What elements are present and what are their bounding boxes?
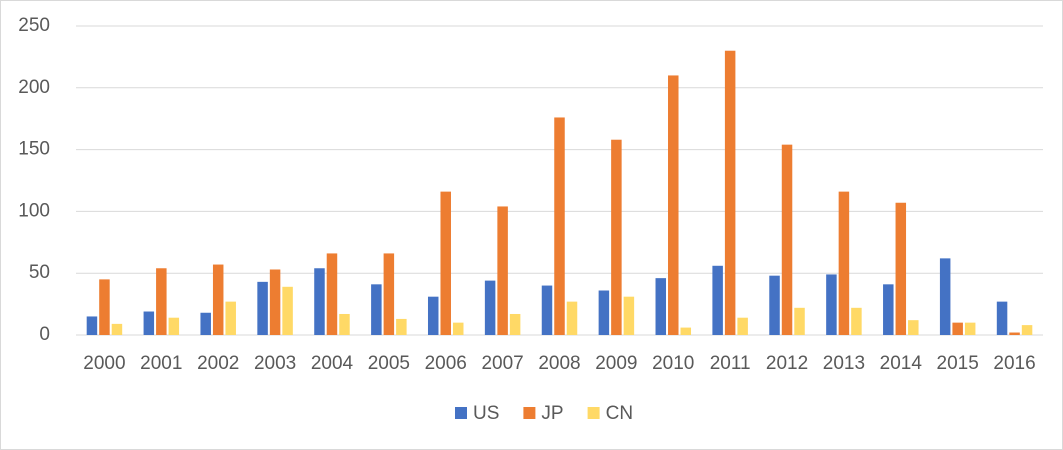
x-tick-label: 2002 bbox=[197, 353, 239, 374]
x-tick-label: 2008 bbox=[538, 353, 580, 374]
bar bbox=[326, 253, 338, 335]
x-tick-label: 2012 bbox=[766, 353, 808, 374]
bar bbox=[509, 313, 521, 335]
bar bbox=[99, 279, 110, 335]
bar bbox=[143, 311, 155, 335]
bar bbox=[484, 280, 496, 335]
legend-swatch bbox=[587, 407, 600, 419]
bar bbox=[86, 316, 98, 335]
bar bbox=[339, 313, 350, 335]
bar bbox=[257, 281, 268, 335]
legend-label: CN bbox=[606, 403, 633, 424]
bar bbox=[737, 317, 748, 335]
bar bbox=[554, 117, 565, 336]
bar bbox=[396, 318, 407, 335]
x-tick-label: 2009 bbox=[595, 353, 637, 374]
bar bbox=[883, 284, 894, 335]
x-tick-label: 2006 bbox=[425, 353, 467, 374]
bar bbox=[111, 323, 123, 335]
bar bbox=[611, 139, 622, 335]
x-tick-label: 2015 bbox=[937, 353, 979, 374]
bar bbox=[851, 307, 862, 335]
legend-swatch bbox=[455, 407, 467, 419]
y-tick-label: 100 bbox=[18, 200, 50, 221]
y-tick-label: 0 bbox=[39, 324, 50, 345]
bar bbox=[497, 206, 508, 335]
y-tick-label: 50 bbox=[29, 262, 50, 283]
bar bbox=[655, 278, 667, 335]
x-tick-label: 2007 bbox=[481, 353, 523, 374]
x-tick-label: 2016 bbox=[993, 353, 1035, 374]
bar bbox=[964, 322, 976, 335]
bar bbox=[427, 296, 439, 335]
bar bbox=[623, 296, 635, 335]
legend-label: US bbox=[473, 403, 499, 424]
bar bbox=[440, 191, 451, 335]
bar bbox=[156, 268, 167, 335]
bar bbox=[168, 317, 180, 335]
x-tick-label: 2001 bbox=[140, 353, 182, 374]
bar bbox=[314, 268, 325, 335]
x-tick-label: 2004 bbox=[311, 353, 354, 374]
bar bbox=[895, 202, 907, 335]
y-tick-label: 200 bbox=[18, 77, 50, 98]
x-tick-label: 2005 bbox=[368, 353, 410, 374]
bar bbox=[838, 191, 850, 335]
bar bbox=[225, 301, 236, 335]
bar bbox=[282, 286, 293, 335]
bar bbox=[952, 322, 963, 335]
x-tick-label: 2000 bbox=[83, 353, 125, 374]
bar bbox=[200, 312, 211, 335]
bar bbox=[1009, 332, 1020, 335]
bar bbox=[452, 322, 464, 335]
bar bbox=[383, 253, 395, 335]
legend-swatch bbox=[523, 407, 536, 419]
bar bbox=[680, 327, 692, 335]
legend-label: JP bbox=[541, 403, 563, 424]
bar bbox=[598, 290, 610, 335]
y-tick-label: 250 bbox=[18, 15, 50, 36]
x-tick-label: 2003 bbox=[254, 353, 296, 374]
x-tick-label: 2011 bbox=[710, 353, 751, 374]
bar bbox=[794, 307, 805, 335]
bar bbox=[212, 264, 224, 335]
x-tick-label: 2013 bbox=[823, 353, 865, 374]
bar bbox=[371, 284, 382, 335]
bar bbox=[996, 301, 1008, 335]
bar bbox=[769, 275, 780, 335]
bar bbox=[939, 258, 951, 335]
bar bbox=[712, 265, 723, 335]
bar bbox=[724, 50, 736, 335]
bar bbox=[1021, 325, 1033, 335]
bar bbox=[566, 301, 578, 335]
y-tick-label: 150 bbox=[18, 139, 50, 160]
bar bbox=[668, 75, 679, 335]
bar bbox=[269, 269, 281, 335]
x-tick-label: 2014 bbox=[880, 353, 923, 374]
bar bbox=[541, 285, 553, 335]
bar bbox=[908, 320, 919, 335]
bar bbox=[781, 144, 793, 335]
x-tick-label: 2010 bbox=[652, 353, 694, 374]
bar bbox=[826, 274, 837, 335]
